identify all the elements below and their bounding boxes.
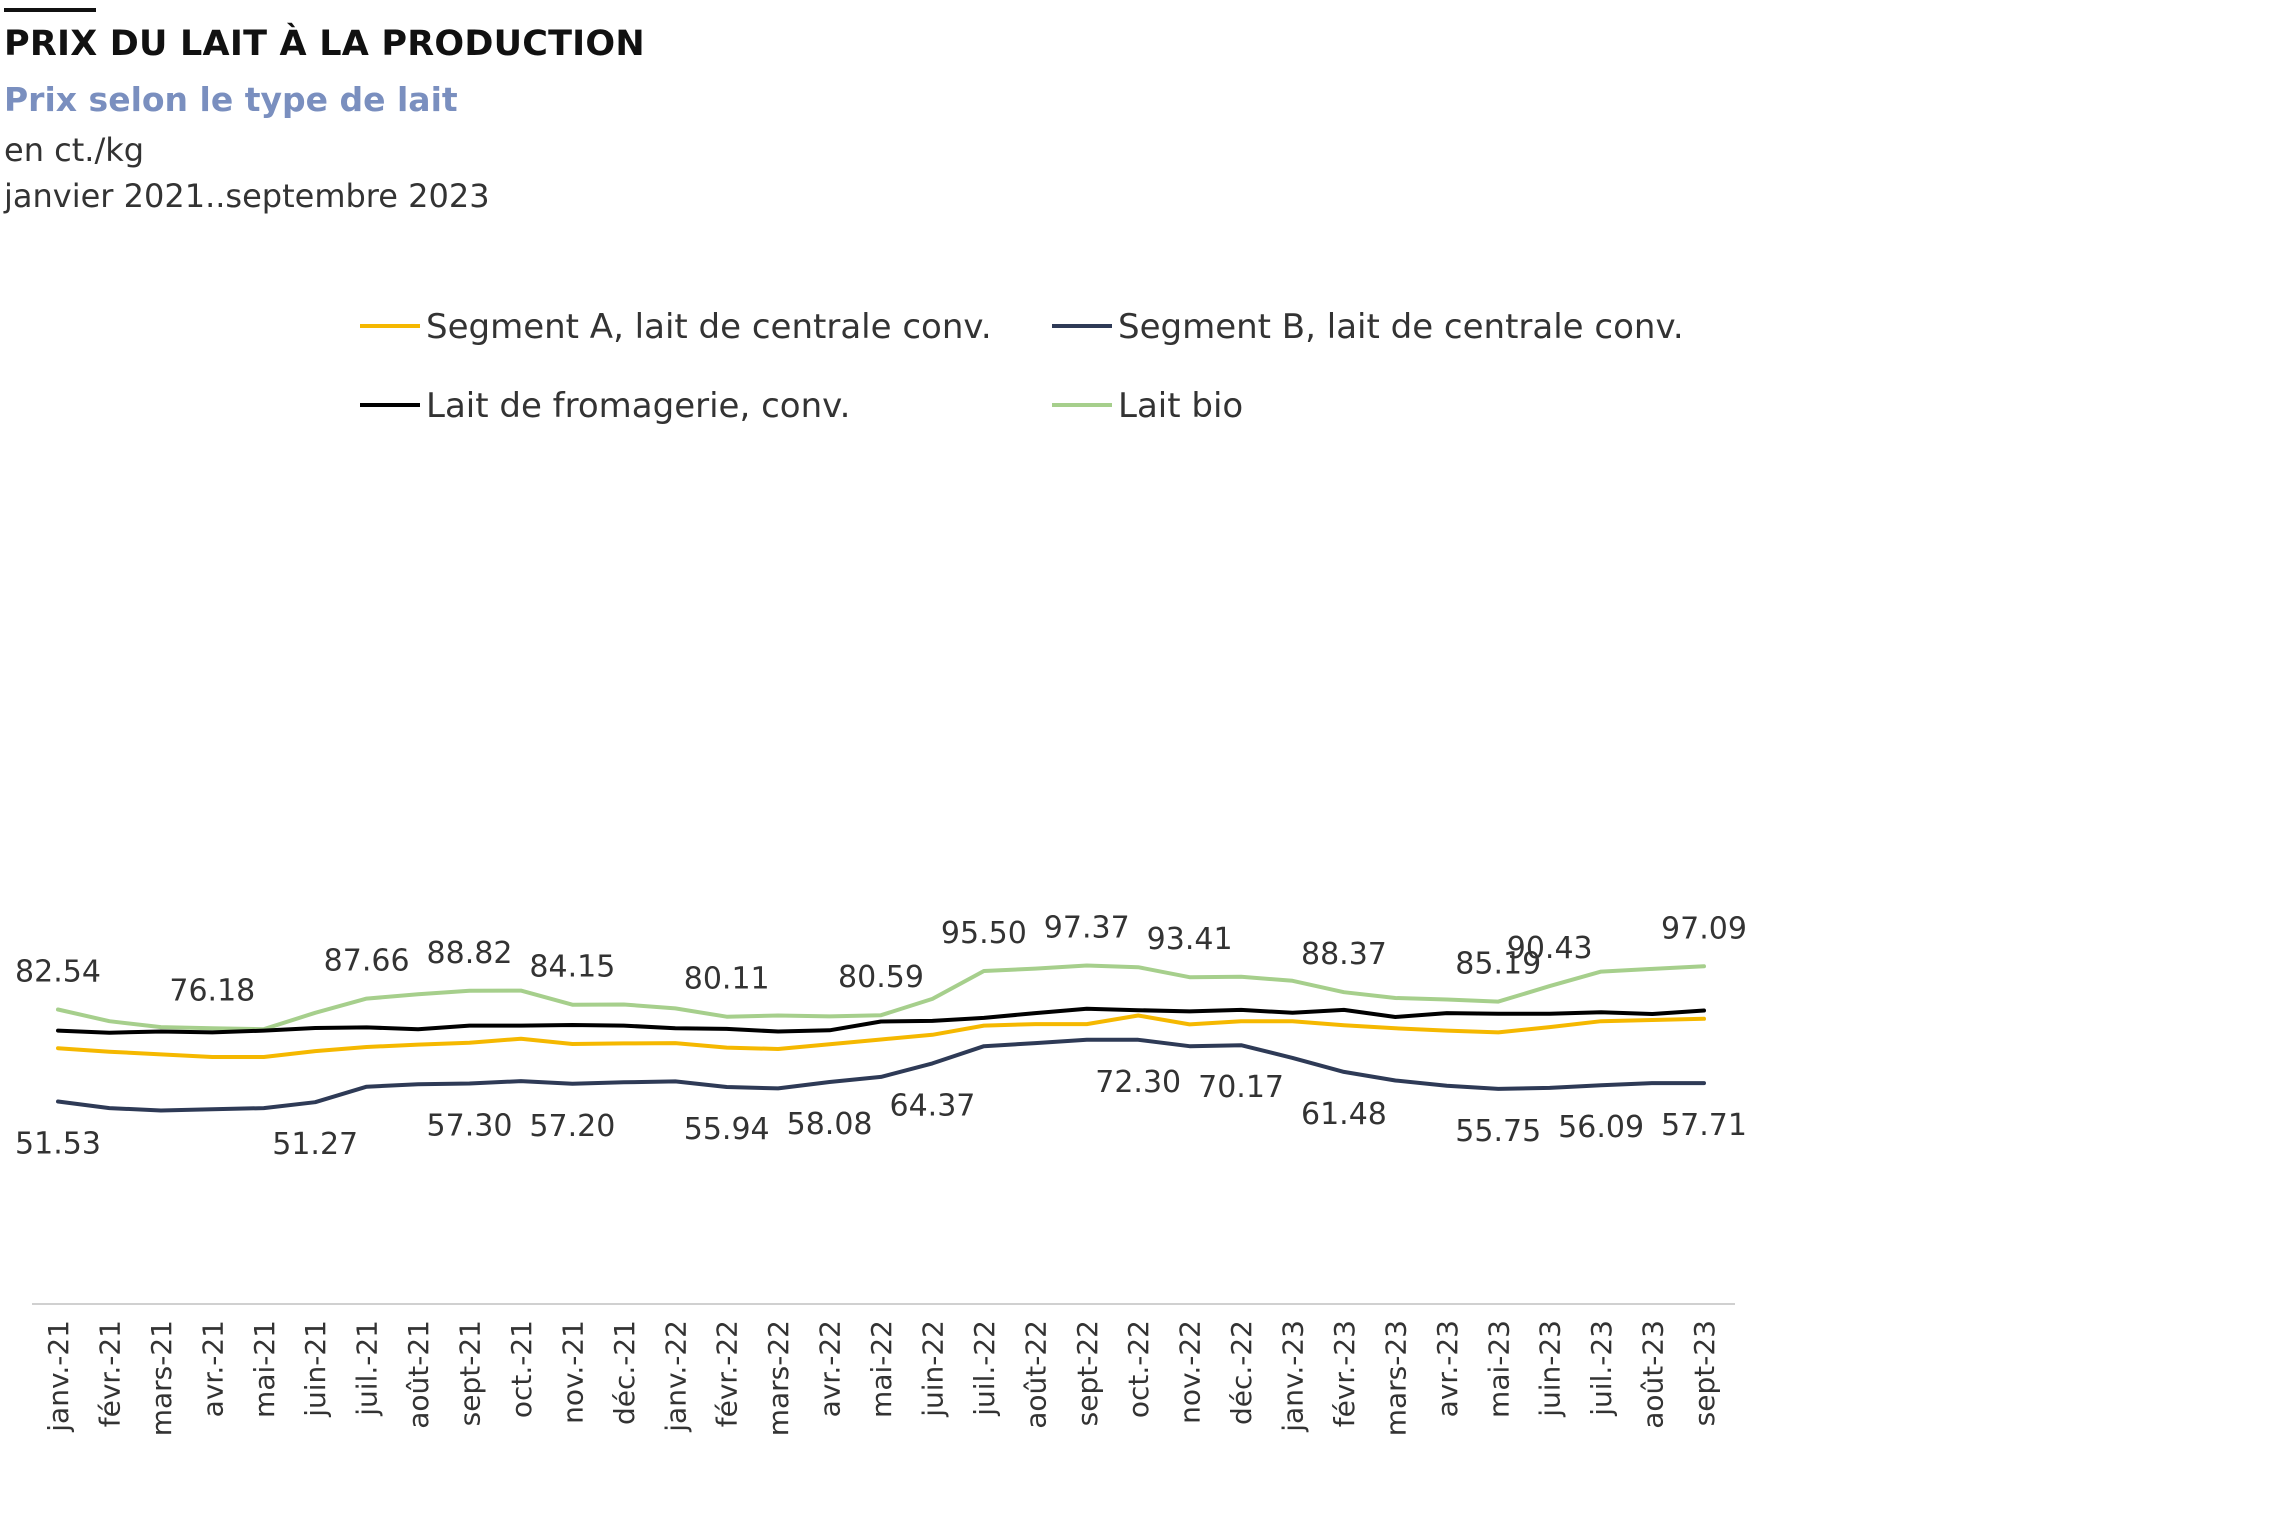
legend-label-3: Lait bio: [1118, 386, 1243, 426]
x-tick-label: juil.-23: [1585, 1320, 1618, 1417]
chart-title: PRIX DU LAIT À LA PRODUCTION: [4, 24, 645, 64]
x-tick-label: juin-22: [916, 1320, 949, 1418]
data-label: 88.82: [427, 936, 513, 971]
data-label: 76.18: [169, 973, 255, 1008]
legend-label-1: Segment B, lait de centrale conv.: [1118, 307, 1684, 347]
x-tick-label: avr.-21: [196, 1320, 229, 1417]
x-tick-label: juil.-21: [351, 1320, 384, 1417]
x-tick-label: août-21: [402, 1320, 435, 1429]
x-tick-label: août-23: [1637, 1320, 1670, 1429]
data-label: 51.27: [272, 1127, 358, 1162]
x-tick-label: déc.-22: [1225, 1320, 1258, 1425]
series-line-1: [56, 1037, 1706, 1113]
data-label: 87.66: [324, 944, 410, 979]
x-tick-label: nov.-21: [556, 1320, 589, 1424]
x-tick-label: juin-21: [299, 1320, 332, 1418]
x-tick-label: avr.-23: [1431, 1320, 1464, 1417]
unit-label: en ct./kg: [4, 131, 145, 169]
x-tick-label: févr.-21: [93, 1320, 126, 1427]
data-label: 82.54: [15, 954, 101, 989]
x-tick-label: sept-21: [454, 1320, 487, 1426]
data-label: 90.43: [1507, 931, 1593, 966]
data-label: 55.75: [1455, 1114, 1541, 1149]
x-tick-label: juin-23: [1534, 1320, 1567, 1418]
series-layer: [56, 963, 1706, 1113]
data-label: 97.37: [1044, 910, 1130, 945]
x-tick-label: janv.-22: [659, 1320, 692, 1433]
data-label: 80.59: [838, 960, 924, 995]
period-label: janvier 2021..septembre 2023: [4, 177, 490, 215]
x-tick-label: août-22: [1019, 1320, 1052, 1429]
data-label: 61.48: [1301, 1097, 1387, 1132]
x-tick-label: sept-23: [1688, 1320, 1721, 1426]
x-tick-label: juil.-22: [968, 1320, 1001, 1417]
data-label: 51.53: [15, 1126, 101, 1161]
data-label: 55.94: [684, 1112, 770, 1147]
data-label: 93.41: [1147, 922, 1233, 957]
series-line-0: [56, 1013, 1706, 1059]
x-tick-label: mai-22: [865, 1320, 898, 1418]
x-axis-ticks: janv.-21 févr.-21 mars-21 avr.-21 mai-21 juin…: [42, 1320, 1721, 1436]
data-label: 70.17: [1198, 1070, 1284, 1105]
x-tick-label: mai-23: [1482, 1320, 1515, 1418]
x-tick-label: oct.-21: [505, 1320, 538, 1418]
data-label: 85.19: [1455, 947, 1541, 982]
x-tick-label: oct.-22: [1122, 1320, 1155, 1418]
data-label: 57.30: [427, 1108, 513, 1143]
data-label: 57.20: [529, 1109, 615, 1144]
title-rule: [4, 8, 96, 12]
data-labels: 82.54 76.18 87.66 88.82 84.15 80.11 80.59 95.50…: [15, 910, 1747, 1162]
x-tick-label: nov.-22: [1174, 1320, 1207, 1424]
x-tick-label: mars-21: [145, 1320, 178, 1436]
x-tick-label: sept-22: [1071, 1320, 1104, 1426]
series-line-3: [56, 963, 1706, 1032]
data-label: 72.30: [1095, 1065, 1181, 1100]
x-tick-label: janv.-23: [1277, 1320, 1310, 1433]
data-label: 97.09: [1661, 911, 1747, 946]
data-label: 80.11: [684, 962, 770, 997]
x-tick-label: mars-22: [762, 1320, 795, 1436]
x-tick-label: janv.-21: [42, 1320, 75, 1433]
data-label: 56.09: [1558, 1110, 1644, 1145]
x-tick-label: déc.-21: [608, 1320, 641, 1425]
x-tick-label: févr.-22: [711, 1320, 744, 1427]
x-tick-label: mars-23: [1379, 1320, 1412, 1436]
data-label: 57.71: [1661, 1108, 1747, 1143]
data-label: 84.15: [529, 950, 615, 985]
x-tick-label: mai-21: [248, 1320, 281, 1418]
legend-label-0: Segment A, lait de centrale conv.: [426, 307, 992, 347]
series-line-2: [56, 1006, 1706, 1035]
legend: Segment A, lait de centrale conv. Segment…: [360, 307, 1684, 426]
data-label: 95.50: [941, 916, 1027, 951]
data-label: 58.08: [787, 1107, 873, 1142]
data-label: 88.37: [1301, 937, 1387, 972]
chart-subtitle: Prix selon le type de lait: [4, 80, 458, 119]
legend-label-2: Lait de fromagerie, conv.: [426, 386, 850, 426]
x-tick-label: févr.-23: [1328, 1320, 1361, 1427]
x-tick-label: avr.-22: [814, 1320, 847, 1417]
data-label: 64.37: [889, 1088, 975, 1123]
